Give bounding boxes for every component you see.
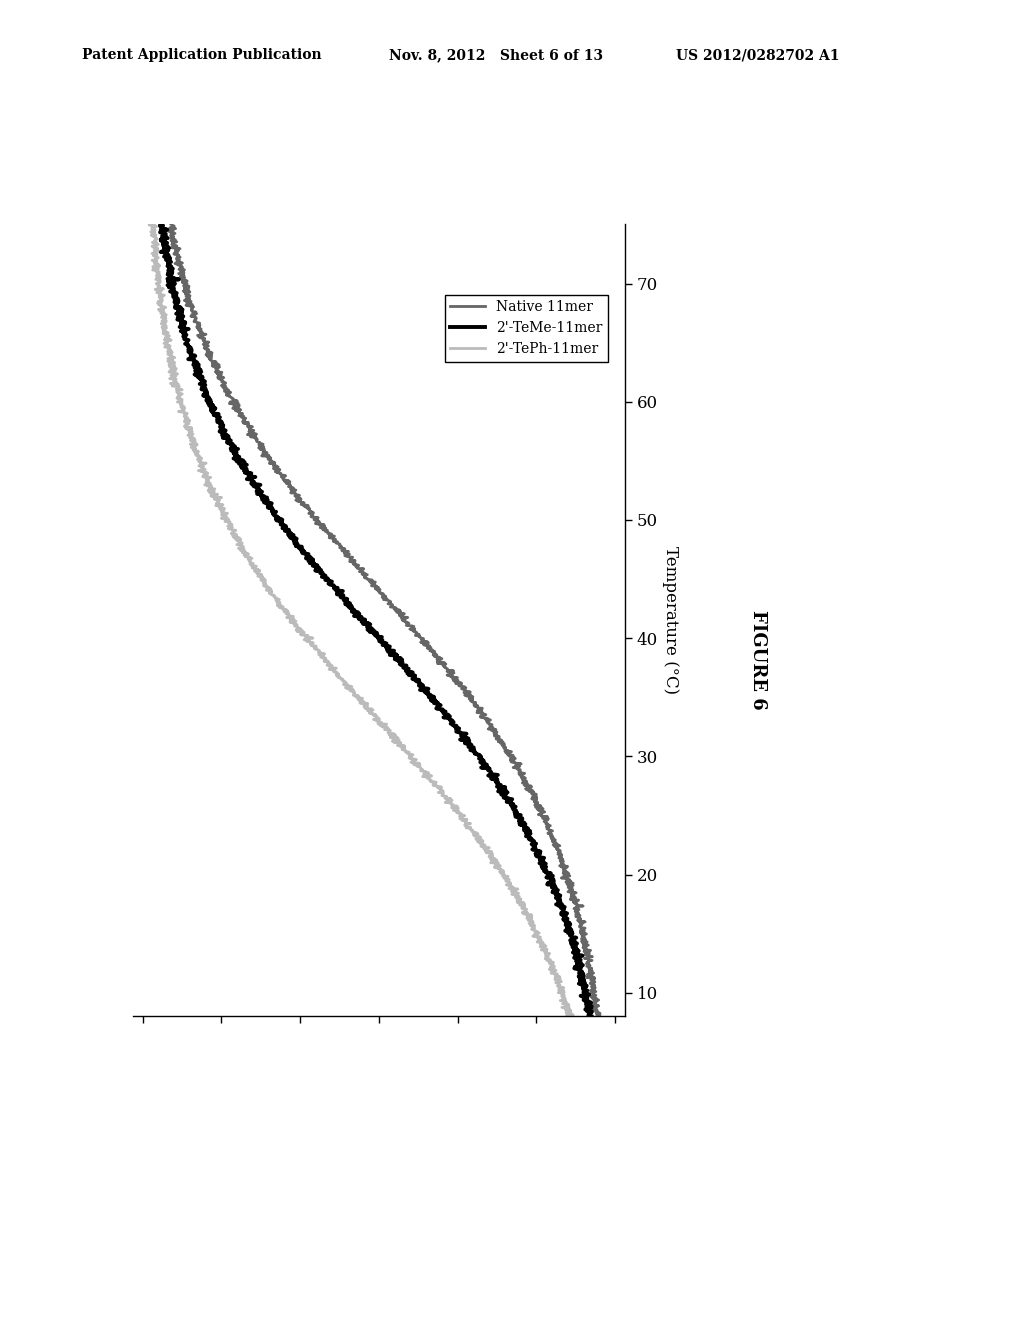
2'-TeMe-11mer bbox=[306, 558, 318, 574]
Text: FIGURE 6: FIGURE 6 bbox=[749, 610, 767, 710]
2'-TeMe-11mer bbox=[586, 1008, 598, 1024]
Native 11mer bbox=[352, 558, 365, 574]
Line: 2'-TeMe-11mer: 2'-TeMe-11mer bbox=[160, 224, 592, 1016]
2'-TePh-11mer bbox=[144, 216, 157, 232]
2'-TeMe-11mer bbox=[563, 915, 575, 931]
2'-TePh-11mer bbox=[560, 1008, 572, 1024]
2'-TePh-11mer bbox=[324, 656, 336, 672]
Line: Native 11mer: Native 11mer bbox=[168, 224, 600, 1016]
2'-TePh-11mer bbox=[541, 948, 553, 964]
Native 11mer bbox=[452, 672, 464, 688]
Native 11mer bbox=[426, 642, 438, 657]
Line: 2'-TePh-11mer: 2'-TePh-11mer bbox=[150, 224, 573, 1016]
Native 11mer bbox=[439, 656, 452, 672]
2'-TePh-11mer bbox=[336, 672, 348, 688]
2'-TePh-11mer bbox=[524, 915, 537, 931]
Y-axis label: Temperature (°C): Temperature (°C) bbox=[662, 546, 679, 694]
2'-TePh-11mer bbox=[246, 558, 258, 574]
2'-TeMe-11mer bbox=[570, 948, 583, 964]
Native 11mer bbox=[165, 216, 177, 232]
Native 11mer bbox=[577, 915, 589, 931]
Text: Patent Application Publication: Patent Application Publication bbox=[82, 49, 322, 62]
Native 11mer bbox=[592, 1008, 604, 1024]
Text: Nov. 8, 2012   Sheet 6 of 13: Nov. 8, 2012 Sheet 6 of 13 bbox=[389, 49, 603, 62]
2'-TeMe-11mer bbox=[156, 216, 168, 232]
2'-TeMe-11mer bbox=[393, 656, 406, 672]
Text: US 2012/0282702 A1: US 2012/0282702 A1 bbox=[676, 49, 840, 62]
2'-TeMe-11mer bbox=[384, 642, 396, 657]
Legend: Native 11mer, 2'-TeMe-11mer, 2'-TePh-11mer: Native 11mer, 2'-TeMe-11mer, 2'-TePh-11m… bbox=[444, 294, 608, 362]
2'-TePh-11mer bbox=[312, 642, 325, 657]
2'-TeMe-11mer bbox=[411, 672, 423, 688]
Native 11mer bbox=[582, 948, 594, 964]
